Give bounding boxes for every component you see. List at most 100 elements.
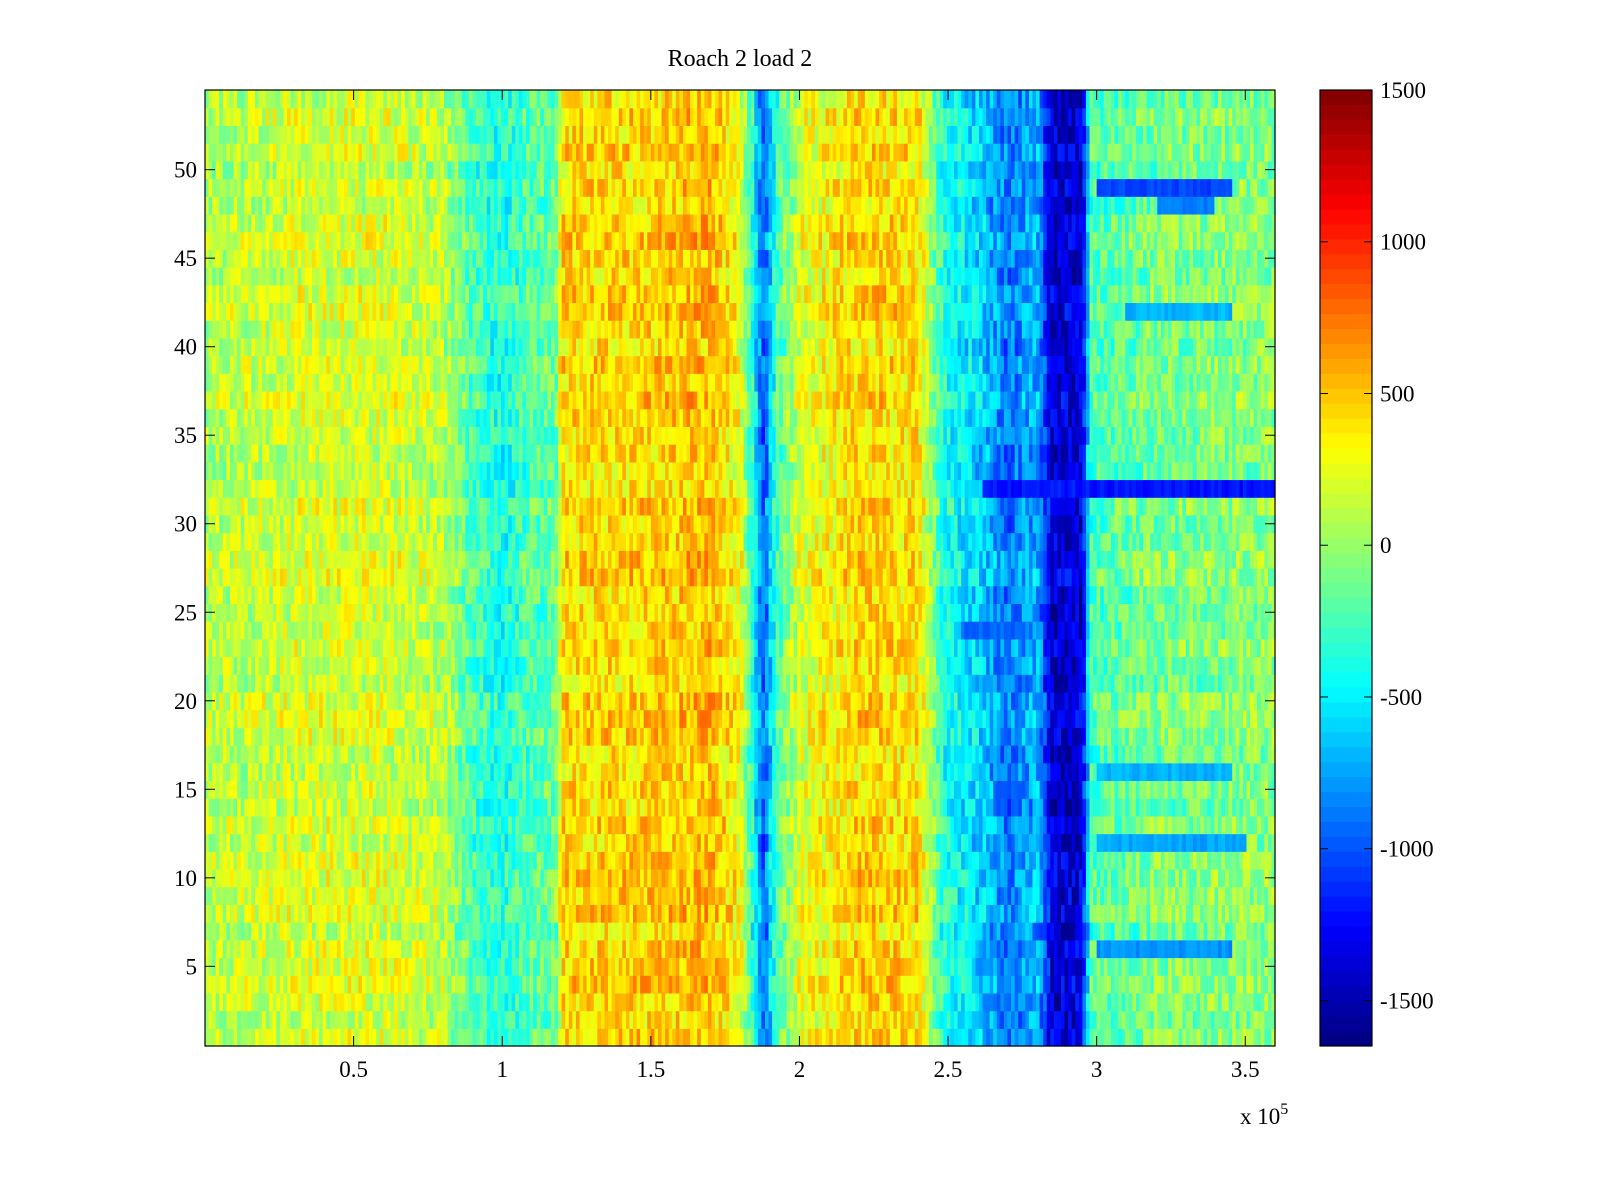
heatmap-cell [697, 851, 702, 870]
heatmap-cell [1125, 1010, 1130, 1029]
heatmap-cell [757, 1028, 762, 1047]
heatmap-cell [896, 833, 902, 852]
heatmap-cell [900, 957, 905, 976]
heatmap-cell [729, 798, 734, 817]
heatmap-cell [1260, 868, 1265, 888]
heatmap-cell [754, 992, 759, 1012]
heatmap-cell [426, 833, 431, 852]
heatmap-cell [401, 1028, 406, 1047]
heatmap-cell [501, 868, 506, 888]
heatmap-cell [625, 762, 631, 782]
heatmap-cell [861, 957, 866, 976]
heatmap-cell [233, 1028, 238, 1047]
heatmap-cell [893, 886, 898, 905]
heatmap-cell [333, 992, 338, 1012]
heatmap-cell [558, 815, 563, 835]
heatmap-cell [661, 815, 666, 835]
heatmap-cell [351, 745, 356, 764]
heatmap-cell [1164, 1028, 1169, 1047]
heatmap-cell [875, 745, 880, 764]
heatmap-cell [768, 851, 773, 870]
heatmap-cell [725, 992, 730, 1012]
heatmap-cell [536, 1028, 541, 1047]
heatmap-cell [401, 922, 406, 941]
heatmap-cell [276, 1010, 281, 1029]
heatmap-cell [1089, 904, 1094, 923]
heatmap-cell [864, 762, 869, 782]
heatmap-cell [1032, 1028, 1037, 1047]
heatmap-cell [957, 992, 962, 1012]
heatmap-cell [561, 1028, 566, 1047]
heatmap-cell [825, 1010, 830, 1029]
heatmap-cell [304, 745, 310, 764]
heatmap-cell [297, 780, 302, 799]
heatmap-cell [419, 904, 424, 923]
heatmap-cell [1157, 922, 1162, 941]
heatmap-cell [1036, 886, 1041, 905]
heatmap-cell [497, 833, 502, 852]
heatmap-cell [1246, 851, 1251, 870]
heatmap-cell [244, 868, 249, 888]
heatmap-cell [600, 833, 606, 852]
heatmap-cell [672, 745, 677, 764]
heatmap-cell [504, 833, 509, 852]
heatmap-cell [615, 992, 620, 1012]
heatmap-cell [600, 745, 606, 764]
heatmap-cell [725, 798, 730, 817]
heatmap-cell [262, 992, 267, 1012]
heatmap-cell [1267, 939, 1273, 959]
heatmap-cell [629, 815, 634, 835]
heatmap-cell [583, 886, 588, 905]
heatmap-cell [1207, 798, 1212, 817]
heatmap-cell [501, 815, 506, 835]
heatmap-cell [379, 1010, 384, 1029]
heatmap-cell [625, 904, 631, 923]
heatmap-cell [875, 762, 880, 782]
heatmap-cell [729, 975, 734, 994]
heatmap-cell [946, 1028, 952, 1047]
heatmap-cell [932, 851, 937, 870]
heatmap-cell [882, 1028, 887, 1047]
heatmap-cell [996, 975, 1001, 994]
heatmap-cell [1225, 798, 1230, 817]
heatmap-cell [654, 780, 659, 799]
heatmap-cell [240, 762, 245, 782]
heatmap-cell [265, 939, 270, 959]
heatmap-cell [693, 904, 698, 923]
heatmap-cell [1150, 922, 1155, 941]
heatmap-cell [518, 904, 524, 923]
heatmap-cell [472, 1028, 477, 1047]
heatmap-cell [386, 1010, 392, 1029]
heatmap-cell [558, 798, 563, 817]
heatmap-cell [1225, 904, 1230, 923]
heatmap-cell [936, 975, 941, 994]
heatmap-cell [411, 868, 417, 888]
heatmap-cell [811, 1010, 816, 1029]
heatmap-cell [586, 992, 591, 1012]
heatmap-cell [572, 851, 577, 870]
heatmap-cell [904, 939, 909, 959]
heatmap-cell [625, 798, 631, 817]
heatmap-cell [1250, 975, 1255, 994]
heatmap-cell [1096, 975, 1101, 994]
heatmap-cell [754, 1028, 759, 1047]
heatmap-cell [490, 1010, 495, 1029]
heatmap-cell [486, 992, 491, 1012]
heatmap-cell [704, 957, 709, 976]
heatmap-cell [361, 745, 367, 764]
heatmap-cell [319, 939, 324, 959]
heatmap-cell [697, 992, 702, 1012]
heatmap-cell [1064, 868, 1069, 888]
heatmap-cell [408, 1010, 413, 1029]
heatmap-cell [1246, 975, 1251, 994]
heatmap-cell [1014, 992, 1019, 1012]
heatmap-cell [764, 762, 770, 782]
heatmap-cell [640, 815, 645, 835]
heatmap-cell [1203, 886, 1208, 905]
heatmap-cell [408, 745, 413, 764]
heatmap-cell [668, 780, 673, 799]
heatmap-cell [690, 886, 695, 905]
heatmap-cell [861, 780, 866, 799]
heatmap-cell [718, 798, 723, 817]
heatmap-cell [436, 975, 441, 994]
